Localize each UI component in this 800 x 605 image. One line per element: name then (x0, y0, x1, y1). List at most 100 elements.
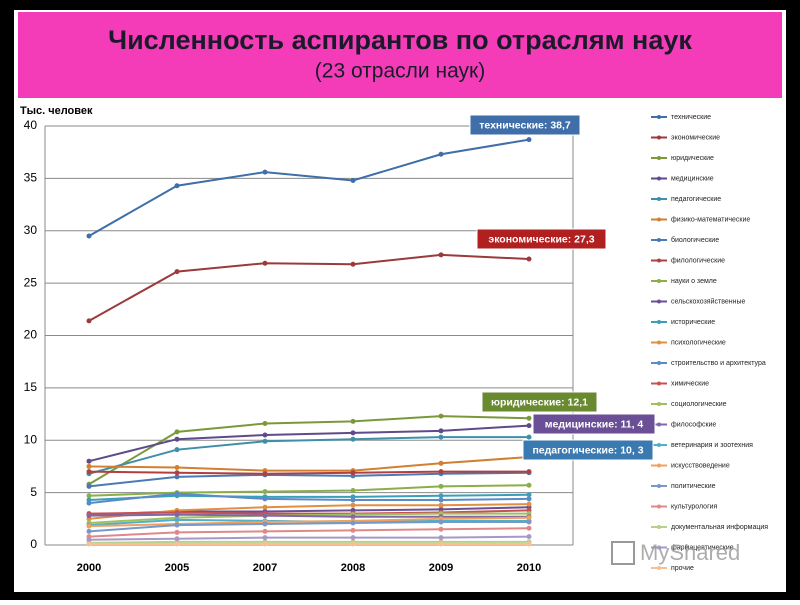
y-tick-label: 0 (30, 537, 37, 551)
data-point (350, 470, 356, 476)
data-point (526, 434, 532, 440)
legend-marker (657, 361, 661, 365)
data-point (438, 541, 444, 547)
y-tick-label: 15 (24, 380, 38, 394)
chart-title: Численность аспирантов по отраслям наук (108, 25, 692, 55)
data-point (262, 535, 268, 541)
data-point (86, 458, 92, 464)
series-line (88, 527, 530, 538)
data-point (526, 482, 532, 488)
y-tick-label: 40 (24, 118, 38, 132)
data-point (438, 434, 444, 440)
legend-label: культурология (671, 503, 718, 510)
data-point (438, 519, 444, 525)
data-point (174, 529, 180, 535)
callout-box (469, 114, 581, 136)
data-point (86, 541, 92, 547)
data-point (174, 536, 180, 542)
data-point (526, 256, 532, 262)
x-tick-label: 2005 (165, 562, 189, 574)
legend-marker (657, 176, 661, 181)
legend-marker (657, 484, 661, 488)
legend-marker (657, 402, 661, 406)
legend-label: политические (671, 483, 716, 490)
series-line (88, 513, 529, 518)
data-point (262, 541, 268, 547)
legend-marker (657, 381, 661, 386)
data-point (174, 447, 180, 453)
legend-marker (657, 197, 661, 201)
legend-label: юридические (671, 155, 714, 162)
series-line (88, 436, 529, 475)
data-point (262, 521, 268, 527)
series-line (88, 471, 530, 488)
data-point (262, 504, 268, 510)
legend-label: ветеринария и зоотехния (671, 442, 753, 449)
legend-label: физико-математические (671, 216, 750, 223)
legend-label: фармацевтические (671, 544, 734, 551)
data-point (526, 496, 532, 502)
legend-label: искусствоведение (671, 462, 730, 469)
data-point (526, 423, 532, 429)
callout-text: юридические: 12,1 (491, 396, 588, 408)
callout-box (481, 391, 598, 413)
data-point (350, 527, 356, 533)
series-line (88, 470, 529, 475)
data-point (438, 497, 444, 503)
data-point (262, 169, 268, 175)
series-line (88, 509, 530, 515)
data-point (262, 528, 268, 534)
legend-marker (657, 238, 661, 242)
data-point (350, 497, 356, 503)
legend-label: экономические (671, 134, 720, 141)
legend-label: науки о земле (671, 278, 717, 285)
legend-marker (657, 115, 661, 119)
data-point (438, 526, 444, 532)
data-point (86, 523, 92, 529)
data-point (262, 489, 268, 495)
legend-label: психологические (671, 339, 726, 346)
data-point (526, 501, 532, 507)
series-line (88, 492, 530, 505)
legend-label: химические (671, 380, 709, 387)
data-point (526, 469, 532, 475)
legend-label: биологические (671, 236, 719, 244)
series-line (88, 516, 530, 528)
header (18, 12, 782, 98)
data-point (350, 535, 356, 541)
series-line (88, 424, 530, 463)
data-point (86, 463, 92, 469)
data-point (438, 151, 444, 157)
legend-marker (657, 504, 661, 509)
data-point (86, 528, 92, 534)
data-point (350, 514, 356, 520)
data-point (350, 502, 356, 508)
data-point (174, 269, 180, 275)
series-line (88, 493, 530, 501)
data-point (526, 415, 532, 421)
legend-marker (657, 545, 661, 550)
y-tick-label: 5 (30, 485, 37, 499)
legend-marker (657, 340, 661, 345)
data-point (526, 519, 532, 525)
legend-label: документальная информация (671, 524, 768, 531)
data-point (174, 512, 180, 518)
callout-text: педагогические: 10, 3 (532, 444, 643, 456)
data-point (526, 541, 532, 547)
data-point (350, 418, 356, 424)
data-point (174, 429, 180, 435)
legend-marker (657, 217, 661, 222)
legend-marker (657, 525, 661, 529)
data-point (174, 464, 180, 470)
x-tick-label: 2007 (253, 562, 277, 574)
x-tick-label: 2008 (341, 562, 365, 574)
legend-marker (657, 156, 661, 160)
data-point (86, 500, 92, 506)
data-point (350, 520, 356, 526)
data-point (86, 318, 92, 324)
data-point (174, 436, 180, 442)
legend-marker (657, 320, 661, 324)
data-point (174, 522, 180, 528)
data-point (86, 483, 92, 489)
watermark-icon (611, 541, 635, 565)
